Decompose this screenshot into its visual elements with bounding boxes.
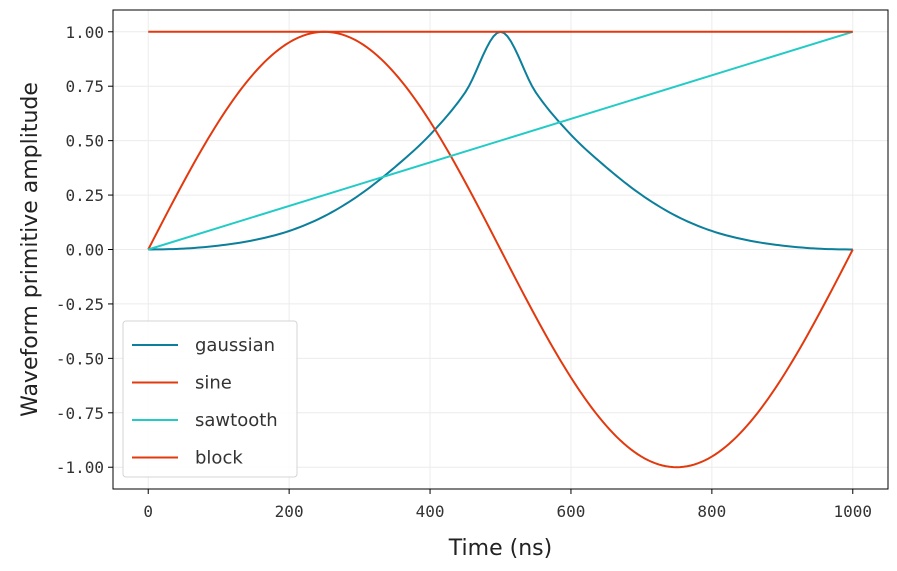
y-tick-label: -1.00 xyxy=(56,458,104,477)
x-tick-label: 1000 xyxy=(834,502,873,521)
y-axis-ticks: 1.00 0.75 0.50 0.25 0.00 -0.25 -0.50 -0.75 -1.00 xyxy=(56,23,113,477)
y-tick-label: -0.50 xyxy=(56,349,104,368)
series-line-sawtooth xyxy=(147,30,854,251)
x-tick-label: 600 xyxy=(557,502,586,521)
y-tick-label: -0.25 xyxy=(56,295,104,314)
legend-label-sine: sine xyxy=(195,373,232,394)
series-lines xyxy=(147,30,854,469)
x-tick-label: 0 xyxy=(143,502,153,521)
legend-label-sawtooth: sawtooth xyxy=(195,410,278,431)
x-tick-label: 800 xyxy=(697,502,726,521)
x-axis-ticks: 0 200 400 600 800 1000 xyxy=(143,489,872,521)
x-tick-label: 200 xyxy=(275,502,304,521)
y-tick-label: -0.75 xyxy=(56,404,104,423)
legend-label-gaussian: gaussian xyxy=(195,335,275,356)
y-axis-title: Waveform primitive amplitude xyxy=(18,82,43,417)
legend-box xyxy=(122,320,298,478)
y-tick-label: 0.25 xyxy=(65,186,104,205)
x-axis-title: Time (ns) xyxy=(448,536,552,561)
series-line-sine xyxy=(147,30,854,469)
x-tick-label: 400 xyxy=(416,502,445,521)
legend: gaussian sine sawtooth block xyxy=(122,320,298,478)
legend-label-block: block xyxy=(195,448,243,469)
y-tick-label: 0.00 xyxy=(65,241,104,260)
y-tick-label: 0.75 xyxy=(65,77,104,96)
y-tick-label: 1.00 xyxy=(65,23,104,42)
y-tick-label: 0.50 xyxy=(65,132,104,151)
